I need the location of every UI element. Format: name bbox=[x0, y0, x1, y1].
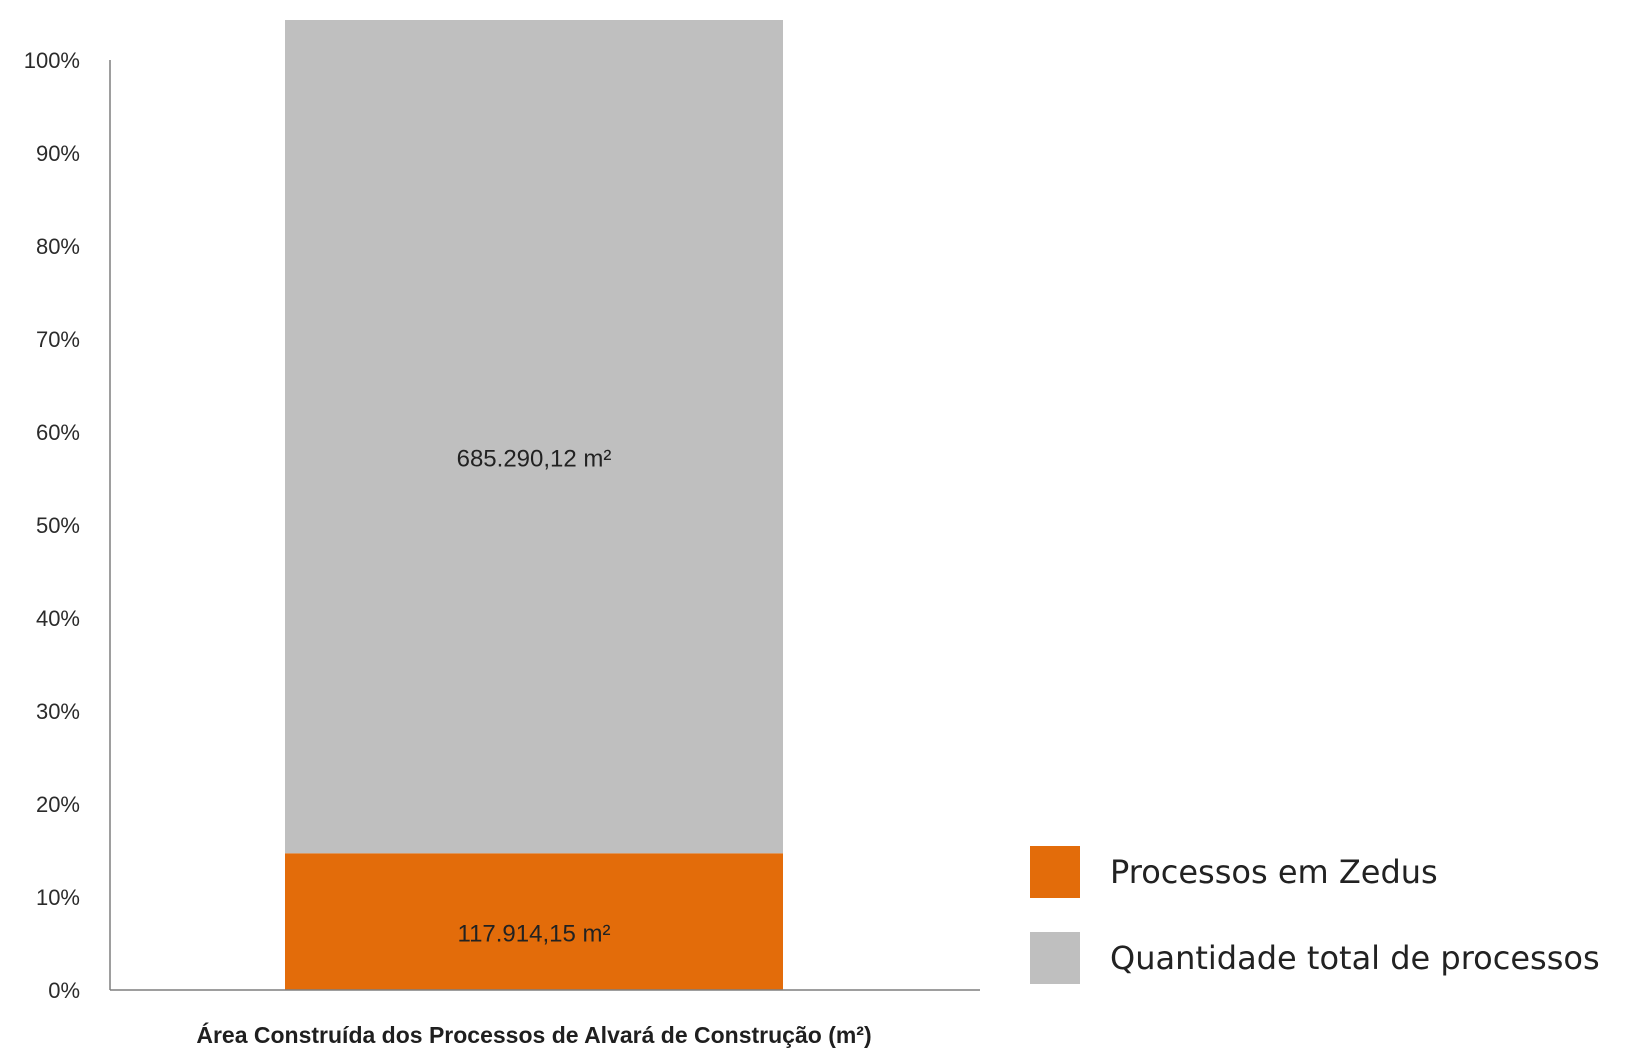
legend-label-zedus: Processos em Zedus bbox=[1110, 853, 1438, 891]
y-tick-label: 90% bbox=[36, 141, 80, 166]
bar-data-label: 685.290,12 m² bbox=[457, 446, 612, 473]
bars bbox=[285, 20, 783, 990]
bar-data-label: 117.914,15 m² bbox=[458, 921, 611, 948]
y-tick-label: 10% bbox=[36, 885, 80, 910]
y-tick-label: 50% bbox=[36, 513, 80, 538]
legend: Processos em Zedus Quantidade total de p… bbox=[1030, 846, 1600, 1018]
legend-swatch-total bbox=[1030, 932, 1080, 984]
y-axis-ticks: 0% 10% 20% 30% 40% 50% 60% 70% 80% 90% 100% bbox=[24, 48, 80, 1003]
x-axis-title: Área Construída dos Processos de Alvará … bbox=[196, 1021, 871, 1048]
bar-segment bbox=[285, 853, 783, 990]
y-tick-label: 30% bbox=[36, 699, 80, 724]
y-tick-label: 0% bbox=[48, 978, 80, 1003]
data-labels: 117.914,15 m² 685.290,12 m² bbox=[457, 446, 612, 948]
legend-item-zedus: Processos em Zedus bbox=[1030, 846, 1600, 898]
y-tick-label: 80% bbox=[36, 234, 80, 259]
y-tick-label: 100% bbox=[24, 48, 80, 73]
y-tick-label: 20% bbox=[36, 792, 80, 817]
legend-label-total: Quantidade total de processos bbox=[1110, 939, 1600, 977]
y-tick-label: 70% bbox=[36, 327, 80, 352]
legend-item-total: Quantidade total de processos bbox=[1030, 932, 1600, 984]
legend-swatch-zedus bbox=[1030, 846, 1080, 898]
y-tick-label: 60% bbox=[36, 420, 80, 445]
bar-segment bbox=[285, 20, 783, 854]
y-tick-label: 40% bbox=[36, 606, 80, 631]
